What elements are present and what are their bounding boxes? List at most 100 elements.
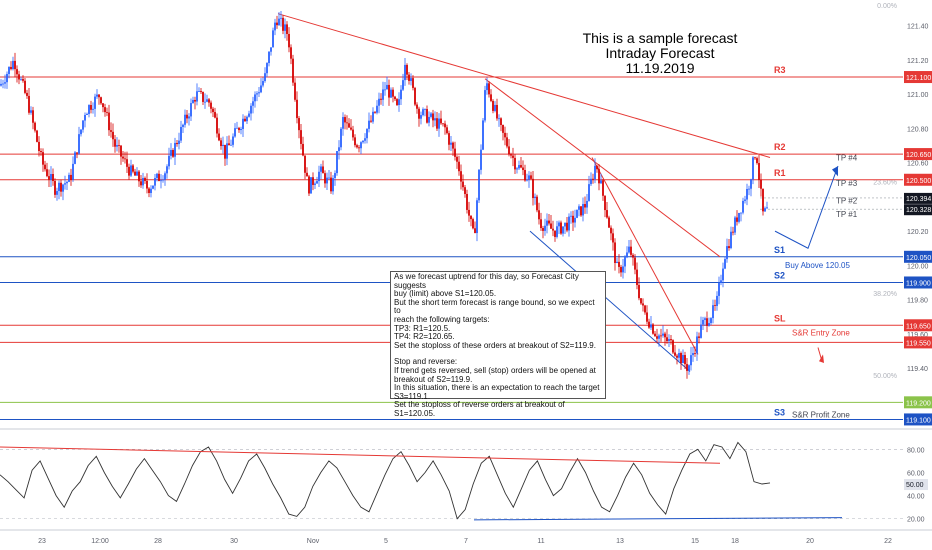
candle-body — [644, 305, 646, 313]
candle-body — [756, 158, 758, 164]
candle-body — [132, 165, 134, 172]
level-name-label: S2 — [774, 270, 785, 280]
candle-body — [206, 99, 208, 102]
candle-body — [462, 181, 464, 188]
candle-body — [268, 51, 270, 64]
candle-body — [722, 268, 724, 281]
candle-body — [362, 140, 364, 143]
candle-body — [350, 127, 352, 130]
candle-body — [572, 215, 574, 223]
candle-body — [182, 124, 184, 127]
candle-body — [438, 118, 440, 129]
candle-body — [752, 157, 754, 180]
candle-body — [584, 204, 586, 208]
candle-body — [24, 80, 26, 93]
candle-body — [300, 130, 302, 144]
candle-body — [34, 122, 36, 131]
candle-body — [376, 105, 378, 113]
candle-body — [710, 318, 712, 324]
candle-body — [90, 105, 92, 110]
candle-body — [226, 143, 228, 159]
entry-zone-arrow-head — [819, 354, 824, 363]
candle-body — [68, 174, 70, 182]
candle-body — [292, 58, 294, 83]
candle-body — [220, 140, 222, 147]
candle-body — [232, 136, 234, 145]
candle-body — [406, 64, 408, 75]
candle-body — [492, 100, 494, 111]
candle-body — [680, 353, 682, 364]
candle-body — [714, 305, 716, 306]
note-line: As we forecast uptrend for this day, so … — [394, 272, 582, 290]
candle-body — [192, 99, 194, 104]
fib-level-label: 0.00% — [877, 3, 897, 10]
candle-body — [654, 333, 656, 337]
candle-body — [264, 73, 266, 82]
take-profit-label: TP #4 — [836, 154, 858, 163]
note-line: Set the stoploss of reverse orders at br… — [394, 400, 567, 418]
candle-body — [640, 298, 642, 304]
candle-body — [764, 208, 766, 212]
candle-body — [684, 355, 686, 365]
note-line: TP3: R1=120.5. — [394, 323, 451, 333]
candle-body — [168, 155, 170, 167]
candle-body — [346, 122, 348, 124]
candle-body — [256, 93, 258, 95]
candle-body — [138, 171, 140, 182]
level-price-tag — [904, 276, 932, 289]
level-name-label: S3 — [774, 407, 785, 417]
forecast-title: This is a sample forecast Intraday Forec… — [560, 31, 760, 76]
candle-body — [608, 217, 610, 228]
candle-body — [372, 111, 374, 122]
candle-body — [360, 142, 362, 149]
candle-body — [532, 178, 534, 199]
candle-body — [564, 222, 566, 227]
candle-body — [428, 116, 430, 123]
candle-body — [270, 47, 272, 52]
candle-body — [110, 130, 112, 132]
candle-body — [50, 174, 52, 180]
candle-body — [700, 324, 702, 338]
note-line: S3=119.1. — [394, 391, 431, 401]
candle-body — [92, 108, 94, 110]
candle-body — [6, 73, 8, 83]
level-name-label: S1 — [774, 245, 785, 255]
candle-body — [482, 120, 484, 150]
candle-body — [212, 108, 214, 113]
candle-body — [112, 131, 114, 140]
candle-body — [522, 167, 524, 171]
candle-body — [694, 353, 696, 354]
candle-body — [222, 144, 224, 147]
candle-body — [340, 128, 342, 148]
candle-body — [244, 118, 246, 122]
candle-body — [124, 158, 126, 160]
level-price-tag — [904, 148, 932, 161]
candle-body — [366, 128, 368, 139]
fib-level-label: 50.00% — [873, 373, 897, 380]
candle-body — [568, 216, 570, 231]
candle-body — [114, 139, 116, 147]
candle-body — [54, 180, 56, 195]
candle-body — [446, 127, 448, 134]
candle-body — [404, 64, 406, 81]
candle-body — [394, 96, 396, 100]
candle-body — [158, 173, 160, 182]
candle-body — [630, 246, 632, 255]
candle-body — [172, 149, 174, 157]
candle-body — [260, 85, 262, 93]
candle-body — [408, 74, 410, 81]
candle-body — [288, 33, 290, 48]
candle-body — [12, 60, 14, 70]
candle-body — [22, 78, 24, 81]
candle-body — [42, 152, 44, 165]
candle-body — [758, 163, 760, 180]
candle-body — [188, 116, 190, 119]
candle-body — [328, 177, 330, 179]
candle-body — [490, 94, 492, 101]
trendline — [484, 78, 721, 258]
candle-body — [736, 217, 738, 222]
candle-body — [28, 95, 30, 113]
candle-body — [634, 257, 636, 270]
